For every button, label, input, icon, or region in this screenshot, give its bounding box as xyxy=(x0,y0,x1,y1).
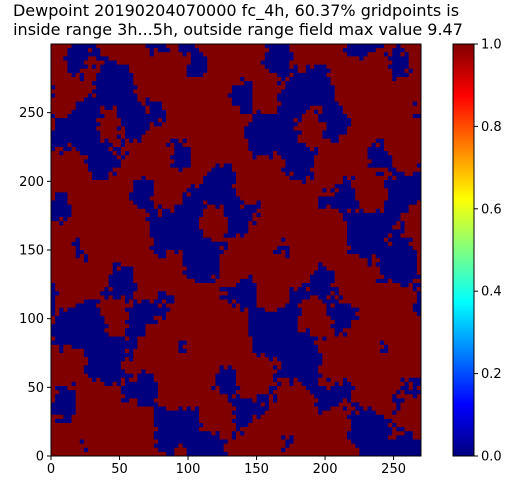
y-tick-label: 100 xyxy=(19,312,44,327)
colorbar-tick-label: 0.4 xyxy=(481,285,502,300)
colorbar: 0.0 0.2 0.4 0.6 0.8 1.0 xyxy=(452,38,502,465)
x-tick-label: 100 xyxy=(176,462,201,477)
x-axis: 0 50 100 150 200 250 xyxy=(47,456,406,477)
y-tick-label: 50 xyxy=(27,381,44,396)
colorbar-tick-label: 0.2 xyxy=(481,367,502,382)
colorbar-frame xyxy=(452,43,475,457)
outside-range-cells xyxy=(51,44,421,456)
y-tick-label: 0 xyxy=(36,450,44,465)
x-tick-label: 200 xyxy=(313,462,338,477)
colorbar-gradient xyxy=(453,44,474,456)
colorbar-tick-label: 0.6 xyxy=(481,202,502,217)
x-tick-label: 50 xyxy=(111,462,128,477)
heatmap-area xyxy=(50,43,422,457)
y-tick-label: 250 xyxy=(19,106,44,121)
x-tick-label: 0 xyxy=(47,462,55,477)
chart-title-line-1: Dewpoint 20190204070000 fc_4h, 60.37% gr… xyxy=(13,1,459,21)
x-tick-label: 150 xyxy=(244,462,269,477)
y-tick-label: 200 xyxy=(19,175,44,190)
y-axis: 0 50 100 150 200 250 xyxy=(19,106,51,465)
chart-title-line-2: inside range 3h...5h, outside range fiel… xyxy=(13,20,463,39)
y-tick-label: 150 xyxy=(19,244,44,259)
colorbar-tick-label: 0.0 xyxy=(481,450,502,465)
colorbar-tick-label: 0.8 xyxy=(481,120,502,135)
colorbar-tick-label: 1.0 xyxy=(481,38,502,53)
heatmap-cells xyxy=(51,44,421,456)
x-tick-label: 250 xyxy=(381,462,406,477)
colorbar-ticks: 0.0 0.2 0.4 0.6 0.8 1.0 xyxy=(474,38,502,465)
